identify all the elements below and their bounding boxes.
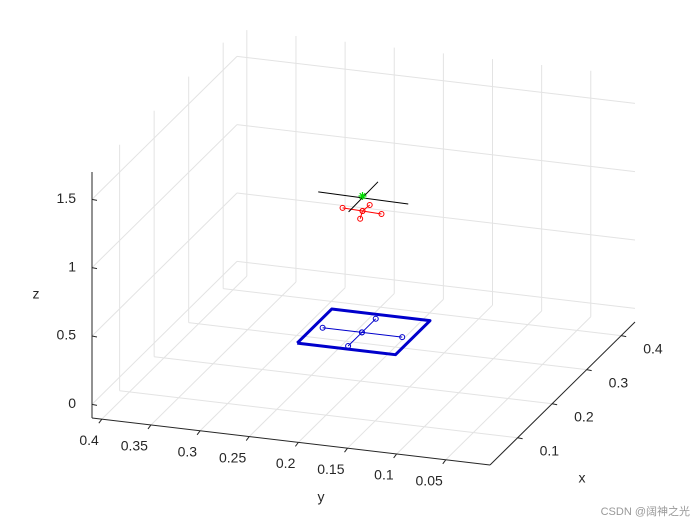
y-tick-label: 0.2: [276, 455, 296, 471]
line-series: [318, 191, 409, 205]
tick-mark: [621, 335, 627, 338]
marker: [345, 343, 352, 350]
tick-mark: [91, 198, 98, 201]
tick-mark: [91, 335, 98, 338]
tick-mark: [147, 424, 152, 430]
y-tick-label: 0.4: [79, 432, 99, 448]
y-tick-label: 0.15: [317, 461, 344, 477]
marker: [378, 211, 385, 218]
line-series: [347, 318, 377, 347]
grid-line: [236, 260, 636, 309]
tick-mark: [91, 403, 98, 406]
grid-line: [91, 55, 238, 200]
marker: [372, 315, 379, 322]
grid-line: [236, 55, 636, 104]
grid-line: [91, 124, 238, 269]
tick-mark: [294, 442, 299, 447]
tick-mark: [393, 453, 398, 459]
tick-mark: [98, 418, 103, 424]
y-tick-label: 0.1: [374, 467, 394, 483]
y-tick-label: 0.25: [219, 449, 246, 465]
tick-mark: [196, 430, 201, 436]
y-tick-label: 0.05: [416, 472, 443, 488]
z-axis-label: z: [33, 286, 40, 302]
y-axis-label: y: [318, 489, 325, 505]
grid-line: [236, 192, 636, 241]
axis-line: [489, 321, 636, 466]
marker: [357, 215, 364, 222]
grid-line: [91, 260, 238, 405]
tick-mark: [91, 267, 98, 270]
z-tick-label: 1: [68, 258, 76, 274]
grid-line: [223, 288, 622, 337]
marker: [319, 324, 326, 331]
grid-line: [248, 293, 395, 437]
tick-mark: [552, 403, 558, 406]
marker: [366, 202, 373, 209]
grid-line: [188, 322, 587, 371]
grid-line: [347, 304, 493, 449]
x-tick-label: 0.2: [574, 408, 594, 424]
grid-line: [154, 356, 553, 405]
tick-mark: [245, 436, 250, 441]
grid-line: [119, 390, 518, 439]
marker: [358, 329, 365, 336]
grid-line: [445, 316, 592, 461]
y-tick-label: 0.35: [121, 438, 148, 454]
tick-mark: [586, 369, 592, 372]
z-tick-label: 0.5: [57, 327, 77, 343]
grid-line: [396, 310, 542, 455]
z-tick-label: 1.5: [57, 190, 77, 206]
x-axis-label: x: [579, 470, 586, 486]
grid-line: [236, 124, 636, 173]
grid-line: [101, 275, 248, 420]
x-tick-label: 0.1: [540, 442, 560, 458]
marker: [399, 334, 406, 341]
marker: [359, 208, 366, 215]
watermark: CSDN @阔神之光: [601, 504, 690, 518]
axis-line: [91, 417, 491, 466]
marker: [358, 191, 367, 200]
grid-line: [150, 281, 297, 426]
x-tick-label: 0.3: [609, 374, 629, 390]
line-series: [296, 307, 432, 357]
z-tick-label: 0: [68, 395, 76, 411]
grid-line: [91, 192, 238, 337]
tick-mark: [344, 447, 348, 453]
marker: [339, 204, 346, 211]
grid-line: [199, 287, 346, 432]
tick-mark: [517, 437, 523, 440]
x-tick-label: 0.4: [643, 340, 663, 356]
y-tick-label: 0.3: [178, 443, 198, 459]
tick-mark: [442, 459, 447, 465]
grid-line: [298, 299, 444, 443]
